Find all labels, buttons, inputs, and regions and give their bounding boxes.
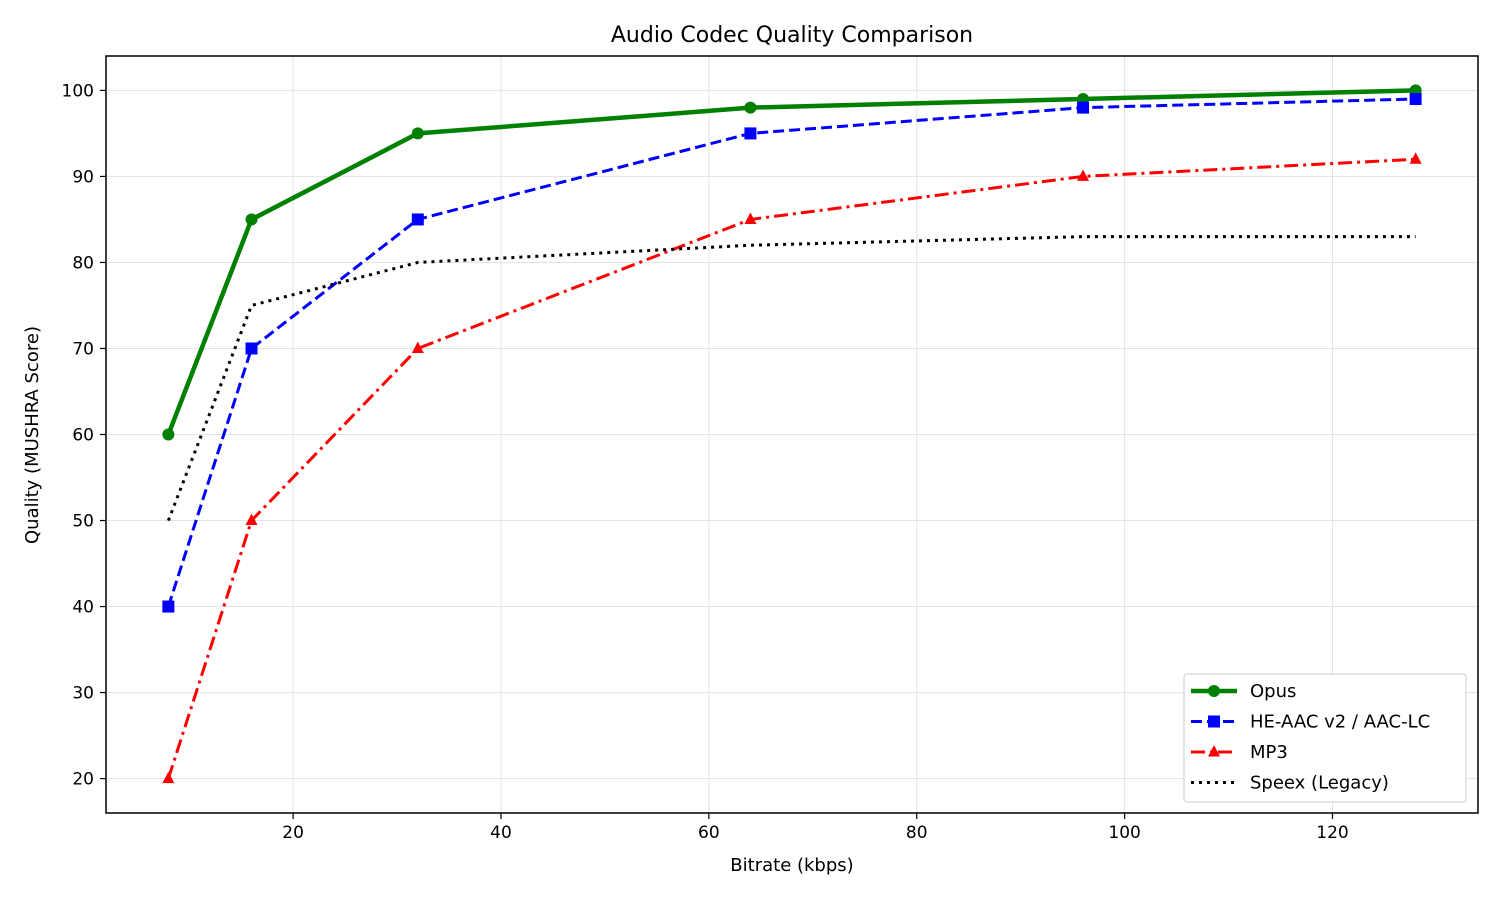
y-tick-label: 20 [72, 770, 94, 790]
data-point [162, 428, 175, 441]
series-layer [162, 84, 1422, 784]
series-0 [162, 84, 1422, 441]
data-point [744, 127, 757, 140]
series-3 [166, 235, 1416, 522]
y-tick-label: 40 [72, 598, 94, 618]
legend: Opus HE-AAC v2 / AAC-LC MP3 Speex (Legacy) [1183, 673, 1467, 803]
y-tick-label: 70 [72, 339, 94, 359]
legend-label: MP3 [1250, 742, 1288, 763]
y-tick-label: 50 [72, 512, 94, 532]
data-point [1077, 101, 1090, 114]
series-line [166, 157, 1416, 780]
data-point [1077, 169, 1090, 181]
legend-label: Speex (Legacy) [1250, 773, 1389, 794]
x-tick-label: 40 [490, 823, 512, 843]
legend-marker [1208, 685, 1220, 697]
y-tick-label: 60 [72, 426, 94, 446]
data-point [162, 771, 175, 784]
chart-title: Audio Codec Quality Comparison [611, 23, 973, 48]
y-tick-label: 90 [72, 167, 94, 187]
series-2 [162, 152, 1422, 784]
series-line [166, 97, 1416, 608]
legend-label: Opus [1250, 681, 1296, 702]
series-line [166, 235, 1416, 522]
x-tick-label: 100 [1108, 823, 1140, 843]
legend-marker [1208, 745, 1220, 757]
legend-box [1183, 673, 1467, 803]
data-point [411, 213, 424, 226]
y-tick-label: 30 [72, 684, 94, 704]
series-line [166, 88, 1416, 436]
data-point [744, 212, 757, 224]
data-point [245, 513, 258, 526]
y-tick-label: 80 [72, 253, 94, 273]
x-tick-label: 20 [282, 823, 304, 843]
axis-ticks: 20 40 60 80 100 120 20 30 40 50 60 70 80 90 100 [62, 81, 1349, 843]
x-tick-label: 80 [906, 823, 928, 843]
data-point [1409, 152, 1422, 164]
y-tick-label: 100 [62, 81, 94, 101]
x-tick-label: 60 [698, 823, 720, 843]
x-axis-label: Bitrate (kbps) [730, 855, 853, 876]
series-1 [162, 93, 1422, 613]
data-point [245, 213, 258, 226]
legend-marker [1208, 715, 1220, 728]
data-point [1409, 93, 1422, 106]
data-point [245, 342, 258, 355]
x-tick-label: 120 [1316, 823, 1348, 843]
y-axis-label: Quality (MUSHRA Score) [22, 326, 43, 544]
legend-label: HE-AAC v2 / AAC-LC [1250, 712, 1430, 733]
data-point [744, 101, 757, 114]
data-point [162, 600, 175, 613]
data-point [411, 341, 424, 353]
data-point [411, 127, 424, 140]
